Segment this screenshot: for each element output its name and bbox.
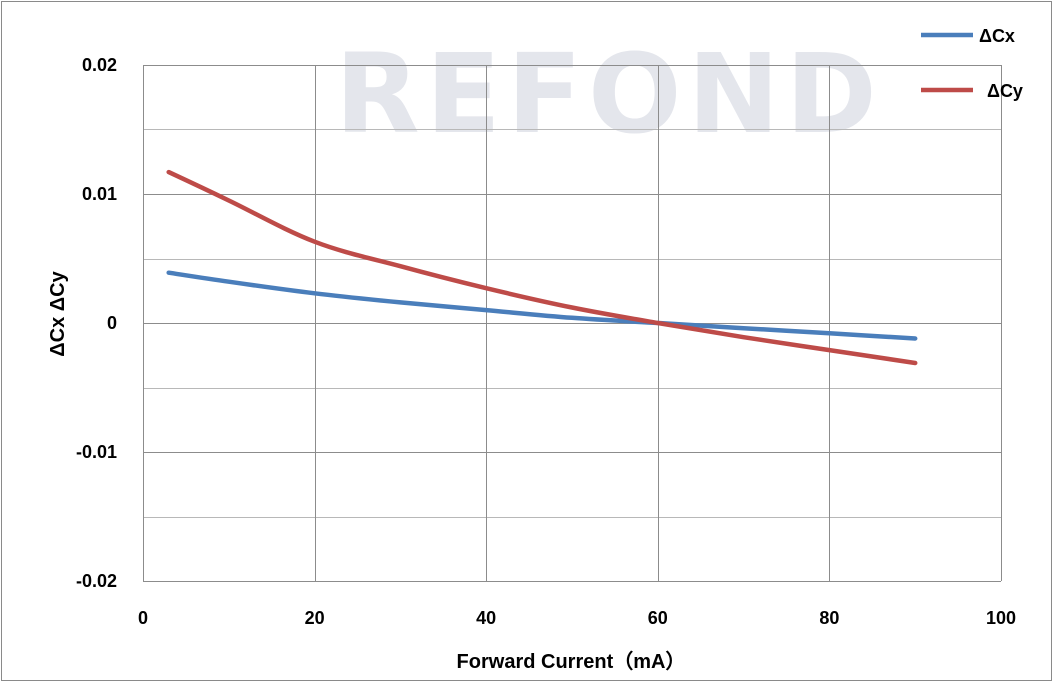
y-tick-label: -0.02 — [76, 571, 117, 591]
y-tick-labels: 0.02 0.01 0 -0.01 -0.02 — [76, 55, 117, 591]
x-tick-label: 60 — [648, 608, 668, 628]
x-tick-label: 0 — [138, 608, 148, 628]
x-tick-label: 100 — [986, 608, 1016, 628]
y-tick-label: 0.02 — [82, 55, 117, 75]
series-group — [166, 169, 918, 366]
x-tick-label: 20 — [305, 608, 325, 628]
y-tick-label: 0.01 — [82, 184, 117, 204]
series-line-dcy — [166, 169, 918, 366]
x-tick-label: 80 — [819, 608, 839, 628]
legend-label: ΔCx — [979, 26, 1015, 46]
x-tick-labels: 0 20 40 60 80 100 — [138, 608, 1016, 628]
y-axis-title: ΔCx ΔCy — [47, 270, 69, 356]
watermark: REFOND — [335, 30, 883, 158]
legend: ΔCx ΔCy — [921, 26, 1023, 101]
y-tick-label: 0 — [107, 313, 117, 333]
y-tick-label: -0.01 — [76, 442, 117, 462]
x-tick-label: 40 — [476, 608, 496, 628]
x-axis-title: Forward Current（mA） — [457, 650, 686, 673]
legend-label: ΔCy — [987, 81, 1023, 101]
series-line-dcx — [166, 270, 918, 341]
